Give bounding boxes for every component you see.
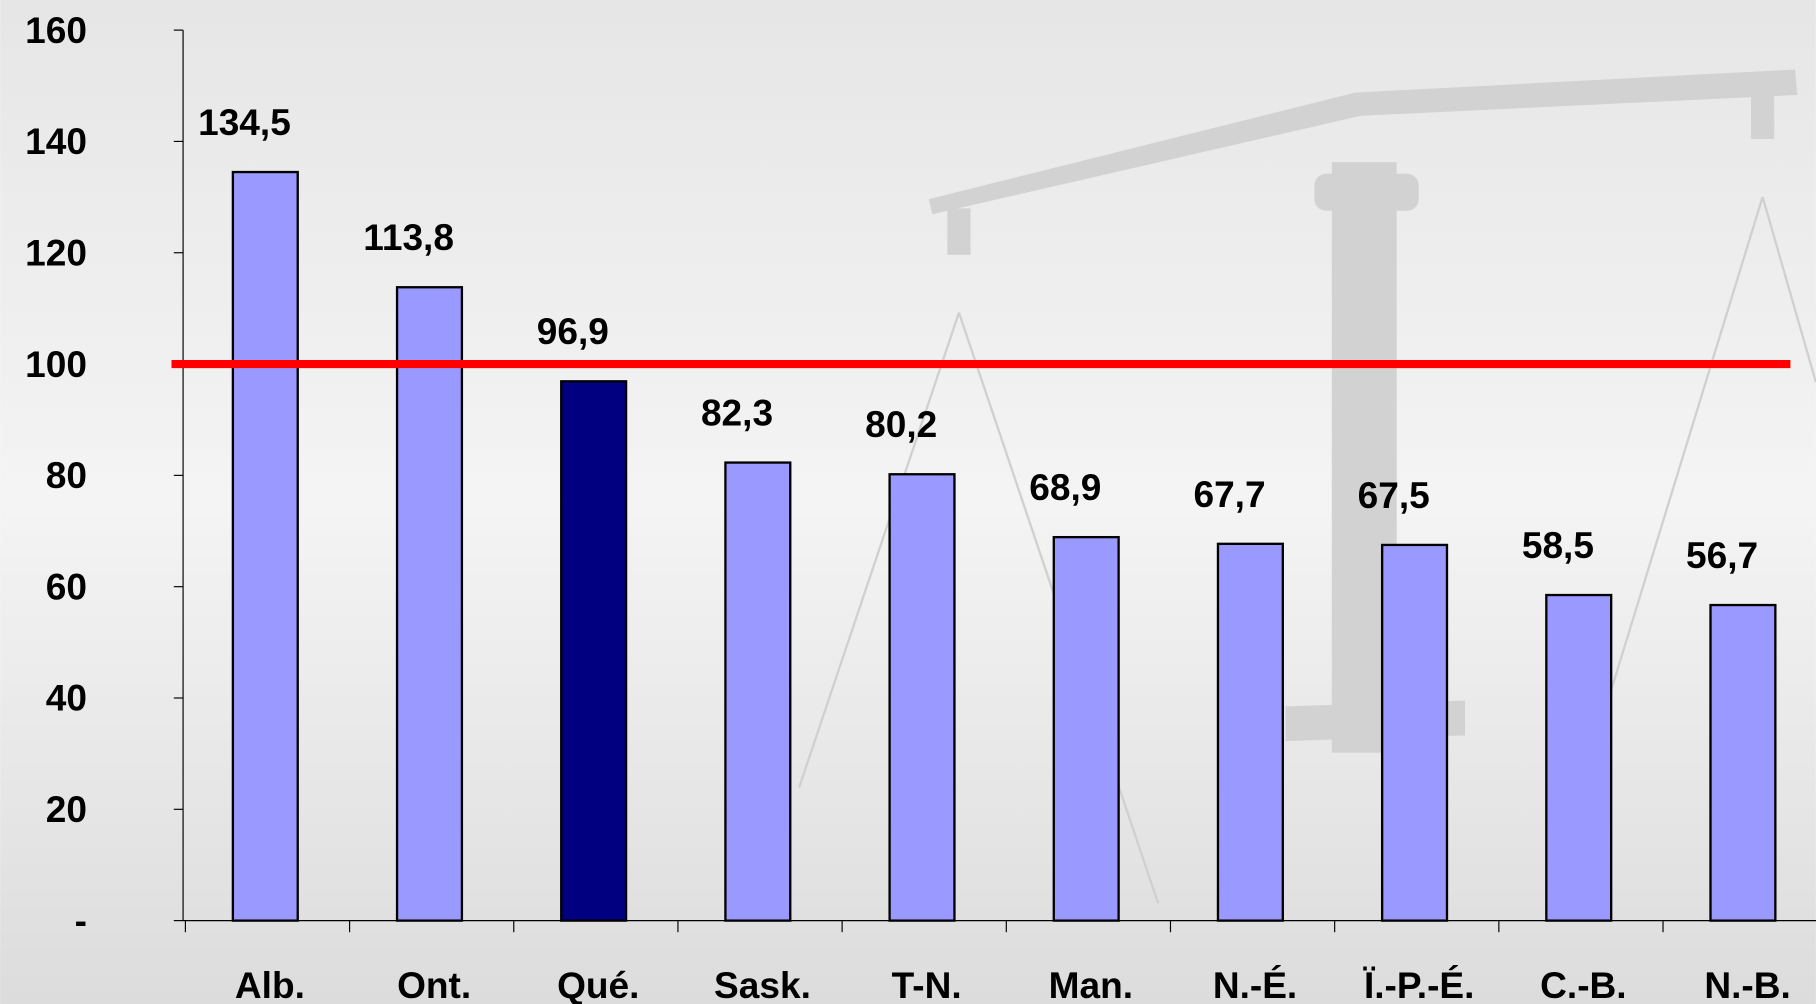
bar (1052, 535, 1120, 922)
value-label: 82,3 (701, 392, 773, 434)
value-label: 67,7 (1193, 473, 1265, 515)
x-tick-label: C.-B. (1540, 964, 1626, 1004)
value-label: 96,9 (537, 310, 609, 352)
y-tick-label: - (75, 899, 87, 941)
x-tick-label: Ont. (397, 964, 471, 1004)
bar (1216, 542, 1284, 922)
bar (888, 473, 956, 922)
y-tick-label: 160 (25, 9, 87, 51)
x-tick-label: Sask. (714, 964, 811, 1004)
y-tick-label: 80 (46, 454, 87, 496)
y-tick-label: 140 (25, 120, 87, 162)
x-tick-label: T-N. (892, 964, 962, 1004)
value-label: 113,8 (363, 216, 454, 258)
x-tick-label: Qué. (557, 964, 639, 1004)
y-tick-label: 120 (25, 231, 87, 273)
x-tick-label: N.-É. (1213, 964, 1297, 1004)
y-tick-label: 40 (46, 677, 87, 719)
x-tick-label: N.-B. (1704, 964, 1790, 1004)
y-tick-label: 100 (25, 343, 87, 385)
bar (1545, 593, 1613, 922)
bar (1709, 603, 1777, 922)
y-tick-label: 60 (46, 565, 87, 607)
bar (560, 380, 628, 922)
bar (231, 170, 299, 922)
x-tick-label: Ï.-P.-É. (1363, 964, 1475, 1004)
y-tick-label: 20 (46, 788, 87, 830)
bar (1380, 543, 1449, 922)
value-label: 58,5 (1522, 524, 1594, 566)
x-tick-label: Alb. (235, 964, 305, 1004)
bar (724, 461, 792, 922)
value-label: 80,2 (865, 403, 937, 445)
x-tick-label: Man. (1049, 964, 1133, 1004)
value-label: 67,5 (1358, 474, 1430, 516)
value-label: 68,9 (1029, 466, 1101, 508)
value-label: 56,7 (1686, 534, 1758, 576)
value-label: 134,5 (198, 101, 291, 143)
bar (395, 286, 464, 922)
